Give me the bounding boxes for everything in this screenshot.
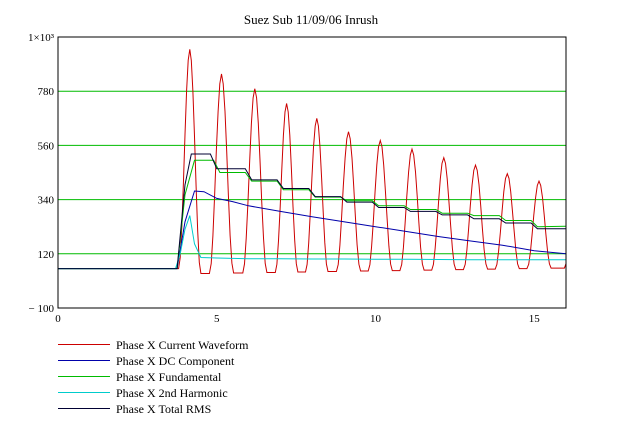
legend-label: Phase X DC Component xyxy=(116,354,235,368)
legend-label: Phase X Fundamental xyxy=(116,370,222,384)
axis-ticks: − 100 120 340 560 780 1×10³ 0 5 10 15 xyxy=(28,32,540,325)
y-tick-label: 560 xyxy=(38,140,55,152)
y-tick-label: − 100 xyxy=(29,303,55,315)
series-line-phase-x-fundamental xyxy=(58,159,567,270)
plot-frame xyxy=(57,36,567,309)
x-tick-label: 0 xyxy=(55,313,61,325)
y-tick-label: 1×10³ xyxy=(28,32,55,44)
legend-swatch xyxy=(58,376,110,377)
y-tick-label: 120 xyxy=(38,249,55,261)
x-tick-label: 15 xyxy=(529,313,541,325)
x-tick-label: 5 xyxy=(214,313,220,325)
legend-swatch xyxy=(58,392,110,393)
series-line-phase-x-dc-component xyxy=(58,190,567,270)
legend-label: Phase X 2nd Harmonic xyxy=(116,386,228,400)
legend-label: Phase X Current Waveform xyxy=(116,338,249,352)
series-line-phase-x-2nd-harmonic xyxy=(58,215,566,270)
series-line-phase-x-current-waveform xyxy=(58,49,567,274)
x-tick-label: 10 xyxy=(370,313,382,325)
grid-lines xyxy=(58,90,566,255)
legend-swatch xyxy=(58,344,110,345)
series-line-phase-x-total-rms xyxy=(58,153,566,270)
legend-swatch xyxy=(58,360,110,361)
legend-label: Phase X Total RMS xyxy=(116,402,212,416)
y-tick-label: 780 xyxy=(38,86,55,98)
series-lines xyxy=(58,49,567,274)
legend-swatch xyxy=(58,408,110,409)
y-tick-label: 340 xyxy=(38,195,55,207)
chart-title: Suez Sub 11/09/06 Inrush xyxy=(244,12,379,27)
